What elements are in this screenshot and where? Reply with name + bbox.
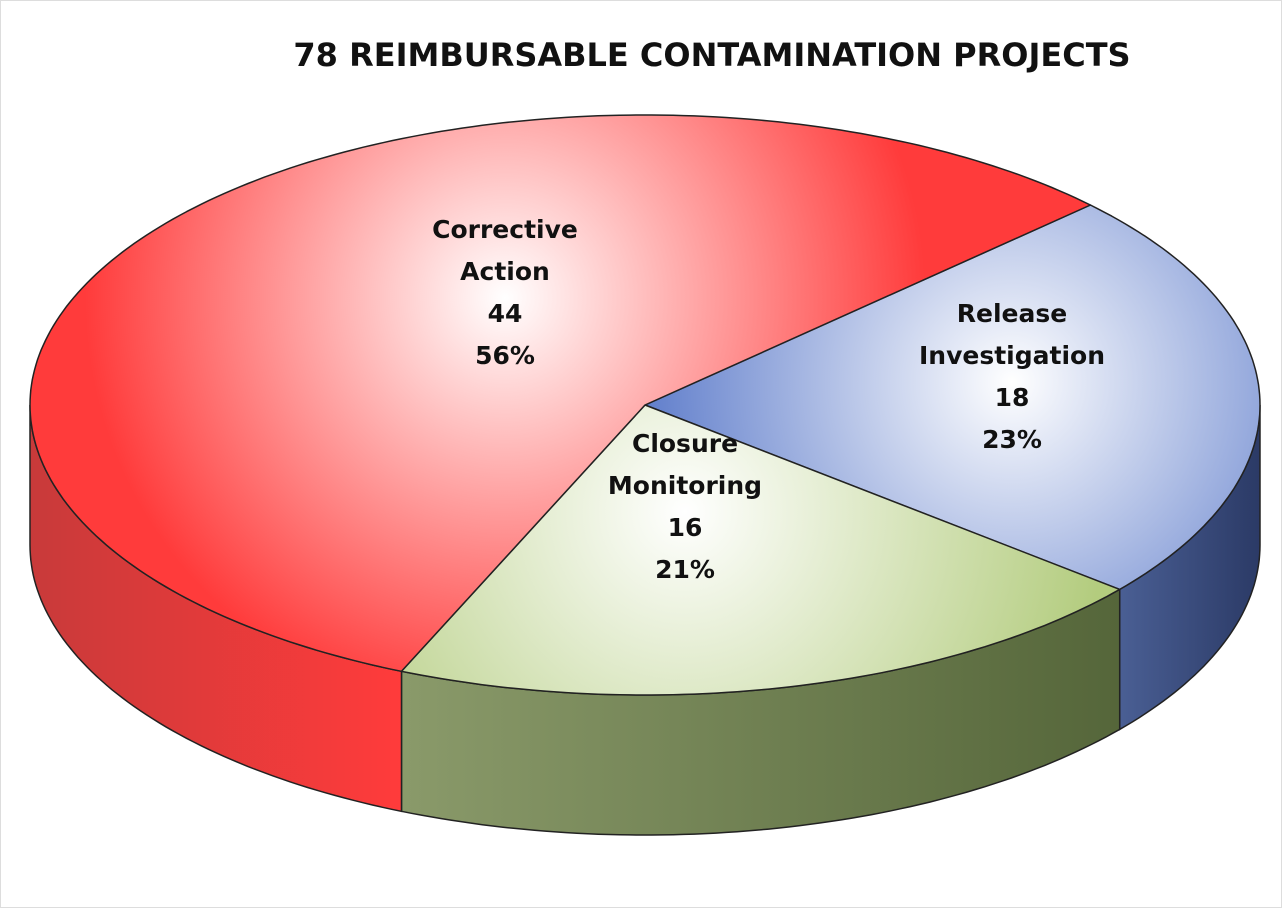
percent-label: 56% bbox=[475, 341, 535, 370]
slice-label: Closure Monitoring bbox=[608, 429, 762, 500]
slice bbox=[29, 114, 1092, 673]
value-label: 18 bbox=[995, 383, 1030, 412]
chart-title: 78 REIMBURSABLE CONTAMINATION PROJECTS bbox=[293, 36, 1130, 74]
value-label: 44 bbox=[488, 299, 523, 328]
slice bbox=[400, 404, 1121, 696]
slice-label: Corrective Action bbox=[432, 215, 578, 286]
value-label: 16 bbox=[668, 513, 703, 542]
percent-label: 21% bbox=[655, 555, 715, 584]
slice-label: Release Investigation bbox=[919, 299, 1105, 370]
slice bbox=[644, 204, 1261, 591]
percent-label: 23% bbox=[982, 425, 1042, 454]
